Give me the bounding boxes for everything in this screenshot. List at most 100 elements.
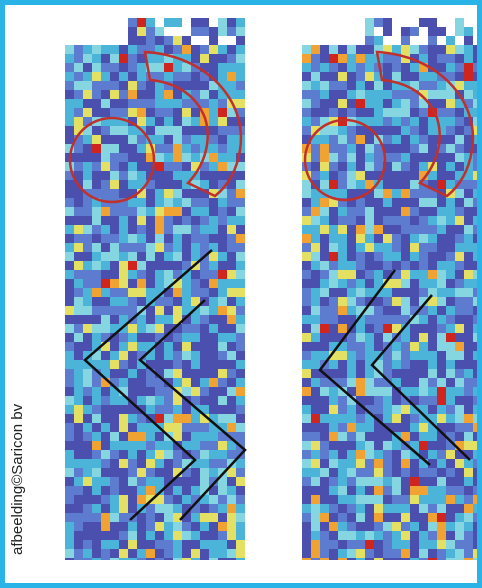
heatmap-cell	[356, 333, 365, 342]
heatmap-cell	[329, 288, 338, 297]
heatmap-cell	[200, 63, 209, 72]
heatmap-cell	[401, 333, 410, 342]
heatmap-cell	[437, 153, 446, 162]
heatmap-cell	[182, 36, 191, 45]
heatmap-cell	[155, 387, 164, 396]
heatmap-cell	[101, 162, 110, 171]
heatmap-cell	[455, 288, 464, 297]
heatmap-cell	[311, 207, 320, 216]
heatmap-cell	[401, 378, 410, 387]
heatmap-cell	[218, 126, 227, 135]
heatmap-cell	[392, 252, 401, 261]
heatmap-cell	[365, 333, 374, 342]
heatmap-cell	[74, 549, 83, 558]
heatmap-cell	[65, 99, 74, 108]
heatmap-cell	[473, 369, 478, 378]
heatmap-cell	[74, 117, 83, 126]
heatmap-cell	[65, 441, 74, 450]
heatmap-cell	[173, 243, 182, 252]
heatmap-cell	[191, 198, 200, 207]
heatmap-cell	[101, 369, 110, 378]
heatmap-cell	[209, 126, 218, 135]
heatmap-cell	[74, 99, 83, 108]
heatmap-cell	[464, 306, 473, 315]
heatmap-cell	[236, 558, 245, 560]
heatmap-cell	[365, 558, 374, 560]
heatmap-cell	[173, 162, 182, 171]
heatmap-cell	[473, 108, 478, 117]
heatmap-cell	[392, 513, 401, 522]
heatmap-cell	[92, 369, 101, 378]
heatmap-cell	[83, 270, 92, 279]
heatmap-cell	[92, 513, 101, 522]
heatmap-cell	[128, 387, 137, 396]
heatmap-cell	[473, 153, 478, 162]
heatmap-cell	[146, 63, 155, 72]
heatmap-cell	[227, 252, 236, 261]
heatmap-cell	[320, 333, 329, 342]
heatmap-cell	[419, 171, 428, 180]
heatmap-cell	[128, 117, 137, 126]
heatmap-cell	[311, 216, 320, 225]
heatmap-cell	[155, 306, 164, 315]
heatmap-cell	[74, 162, 83, 171]
heatmap-cell	[128, 414, 137, 423]
heatmap-cell	[101, 468, 110, 477]
heatmap-cell	[182, 153, 191, 162]
heatmap-cell	[428, 54, 437, 63]
heatmap-cell	[209, 81, 218, 90]
heatmap-cell	[365, 225, 374, 234]
heatmap-cell	[329, 324, 338, 333]
heatmap-cell	[110, 189, 119, 198]
heatmap-cell	[383, 405, 392, 414]
heatmap-cell	[302, 468, 311, 477]
heatmap-cell	[101, 486, 110, 495]
heatmap-cell	[338, 324, 347, 333]
heatmap-cell	[110, 108, 119, 117]
heatmap-cell	[155, 180, 164, 189]
heatmap-cell	[200, 369, 209, 378]
heatmap-cell	[302, 45, 311, 54]
heatmap-cell	[365, 414, 374, 423]
heatmap-cell	[65, 90, 74, 99]
heatmap-cell	[119, 369, 128, 378]
heatmap-cell	[383, 90, 392, 99]
heatmap-cell	[419, 54, 428, 63]
heatmap-cell	[383, 360, 392, 369]
heatmap-cell	[209, 324, 218, 333]
heatmap-cell	[320, 324, 329, 333]
heatmap-cell	[182, 522, 191, 531]
heatmap-cell	[410, 522, 419, 531]
heatmap-cell	[419, 261, 428, 270]
heatmap-cell	[329, 225, 338, 234]
heatmap-cell	[311, 171, 320, 180]
heatmap-cell	[119, 108, 128, 117]
heatmap-cell	[473, 360, 478, 369]
heatmap-cell	[320, 99, 329, 108]
heatmap-cell	[191, 441, 200, 450]
heatmap-cell	[65, 81, 74, 90]
heatmap-cell	[383, 171, 392, 180]
heatmap-cell	[455, 549, 464, 558]
heatmap-cell	[365, 477, 374, 486]
heatmap-cell	[200, 450, 209, 459]
heatmap-cell	[164, 369, 173, 378]
heatmap-cell	[383, 45, 392, 54]
heatmap-cell	[446, 333, 455, 342]
heatmap-cell	[110, 162, 119, 171]
heatmap-cell	[65, 333, 74, 342]
heatmap-cell	[347, 171, 356, 180]
heatmap-cell	[428, 378, 437, 387]
heatmap-cell	[455, 153, 464, 162]
heatmap-cell	[209, 162, 218, 171]
heatmap-cell	[464, 144, 473, 153]
heatmap-cell	[110, 540, 119, 549]
heatmap-cell	[164, 198, 173, 207]
heatmap-cell	[191, 306, 200, 315]
heatmap-cell	[428, 522, 437, 531]
heatmap-cell	[155, 153, 164, 162]
heatmap-cell	[392, 162, 401, 171]
heatmap-cell	[155, 54, 164, 63]
heatmap-cell	[356, 45, 365, 54]
heatmap-cell	[446, 459, 455, 468]
